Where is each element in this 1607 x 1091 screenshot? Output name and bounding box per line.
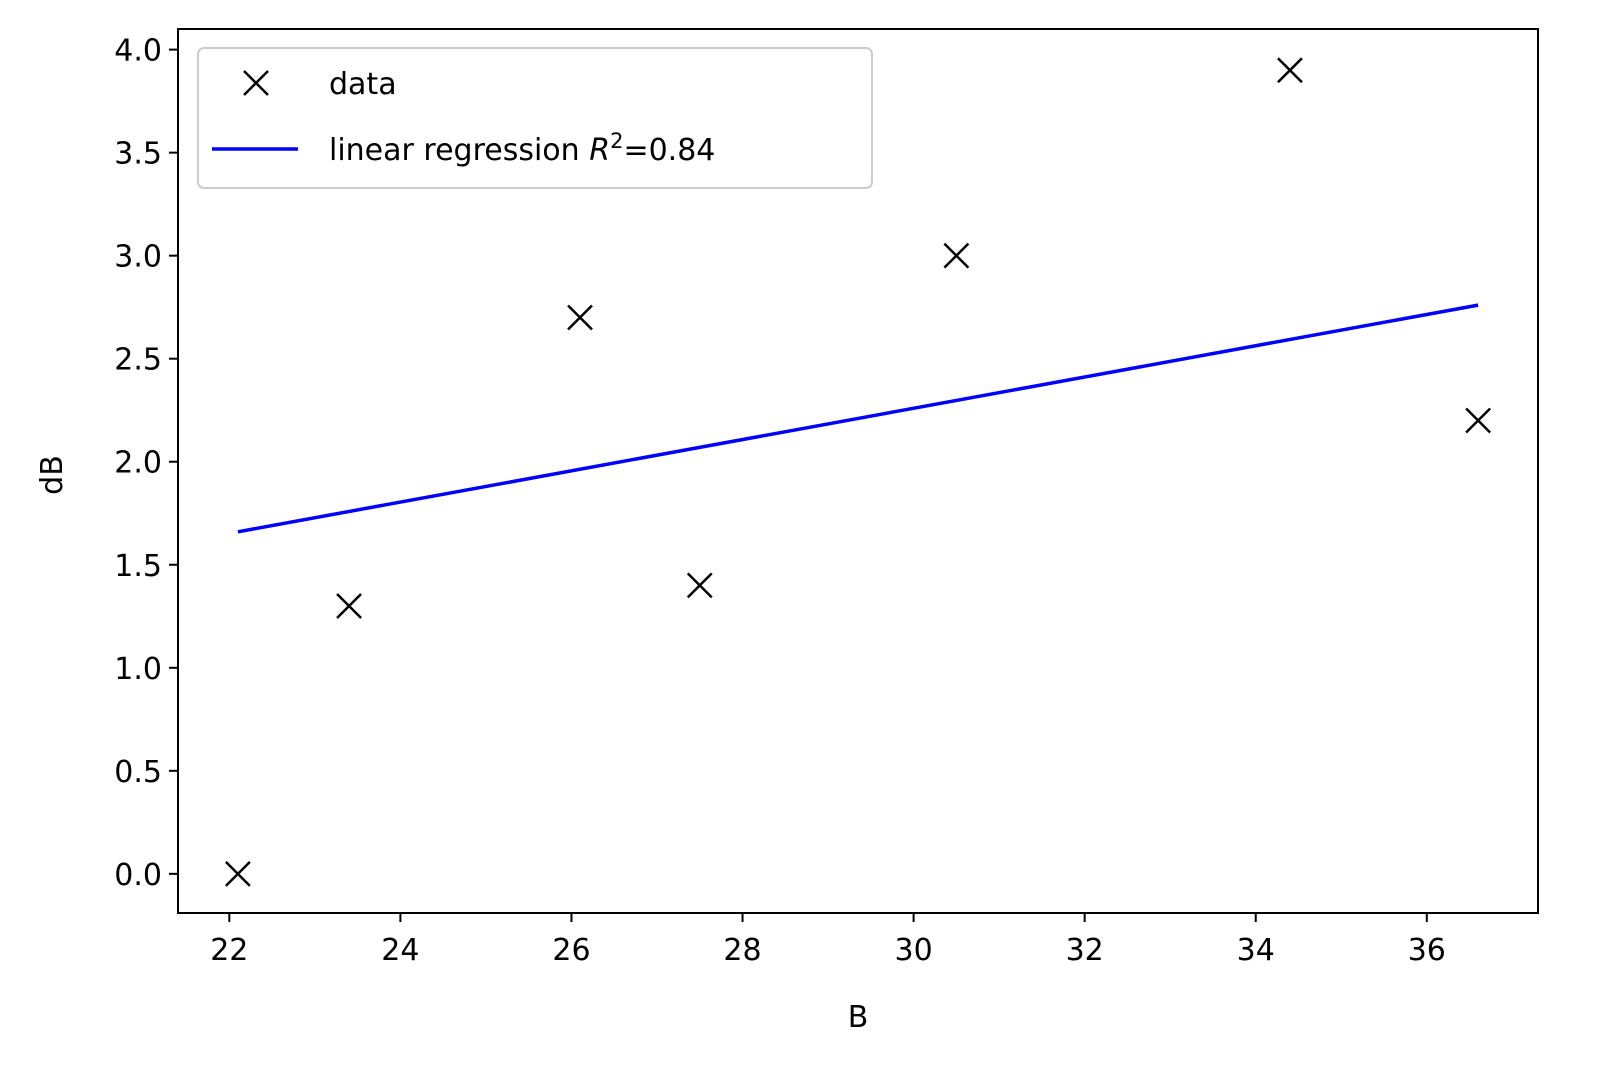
legend-regression-label-exponent: 2 — [610, 129, 623, 153]
y-tick-label: 0.0 — [114, 858, 162, 893]
data-point — [943, 242, 970, 269]
legend-regression-label-prefix: linear regression — [329, 133, 589, 168]
data-point — [1277, 57, 1303, 84]
x-tick-label: 32 — [1066, 933, 1104, 968]
y-tick-label: 2.0 — [114, 446, 162, 481]
data-point — [567, 304, 593, 331]
x-tick-label: 36 — [1408, 933, 1446, 968]
axes-frame — [177, 28, 1539, 914]
x-tick-label: 34 — [1237, 933, 1275, 968]
legend-box — [197, 47, 873, 189]
legend-regression-label-suffix: =0.84 — [623, 133, 715, 168]
legend-data-label: data — [329, 67, 397, 102]
legend: data linear regression R2=0.84 — [197, 47, 873, 189]
plot-area — [224, 57, 1492, 887]
y-axis-label: dB — [35, 455, 70, 495]
legend-data-marker — [243, 70, 269, 96]
x-tick-label: 24 — [381, 933, 419, 968]
data-point — [686, 572, 713, 599]
y-tick-label: 2.5 — [114, 343, 162, 378]
y-tick-label: 4.0 — [114, 34, 162, 69]
x-tick-label: 26 — [552, 933, 590, 968]
legend-regression-label: linear regression R2=0.84 — [329, 129, 715, 168]
x-axis-label: B — [848, 1000, 869, 1035]
x-tick-label: 30 — [895, 933, 933, 968]
y-tick-label: 3.5 — [114, 137, 162, 172]
data-point — [224, 860, 251, 887]
x-tick-label: 22 — [210, 933, 248, 968]
data-point — [1465, 407, 1492, 434]
y-tick-label: 0.5 — [114, 755, 162, 790]
legend-regression-label-symbol: R — [589, 133, 610, 168]
y-tick-label: 1.0 — [114, 652, 162, 687]
x-tick-label: 28 — [723, 933, 761, 968]
y-tick-label: 3.0 — [114, 240, 162, 275]
axes: 22 24 26 28 30 32 34 36 0.0 0.5 1.0 1.5 2.0 2.5 3.0 3.5… — [114, 28, 1539, 968]
regression-line — [237, 303, 1479, 534]
data-point — [336, 593, 362, 619]
y-tick-label: 1.5 — [114, 549, 162, 584]
